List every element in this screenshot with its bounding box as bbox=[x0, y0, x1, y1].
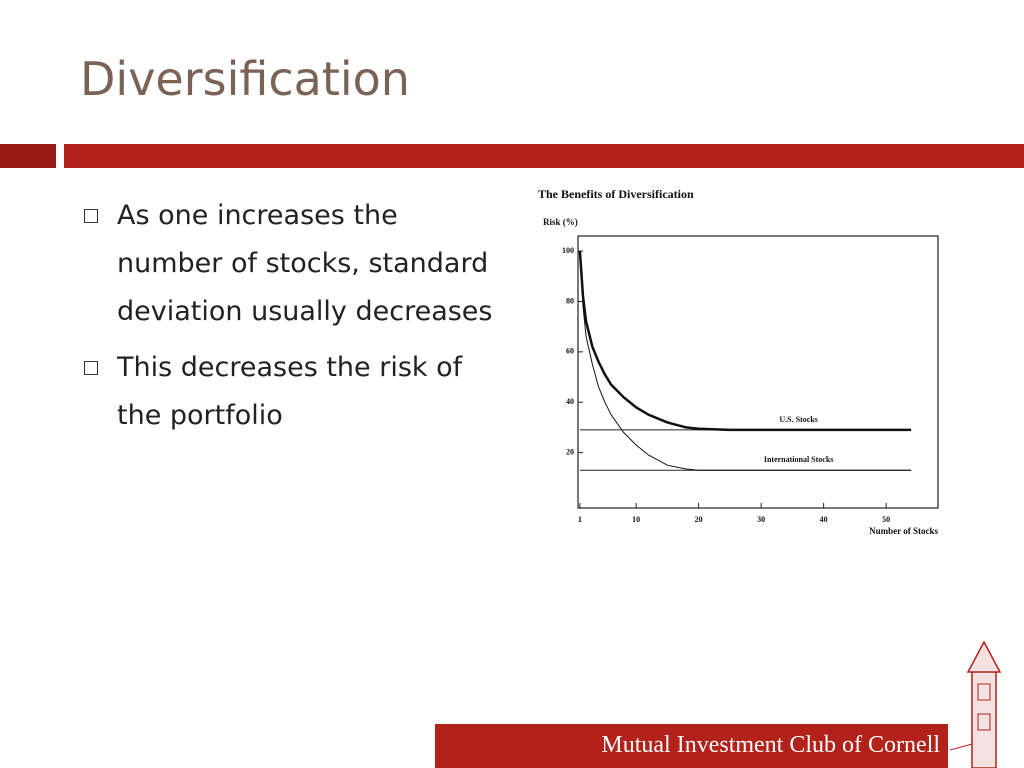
y-tick-label: 20 bbox=[566, 447, 574, 456]
logo bbox=[950, 640, 1002, 768]
chart: The Benefits of Diversification Risk (%) N… bbox=[538, 187, 939, 536]
x-tick-label: 1 bbox=[578, 515, 582, 524]
chart-title: The Benefits of Diversification bbox=[538, 187, 694, 201]
x-axis-label: Number of Stocks bbox=[869, 526, 938, 536]
y-tick-label: 40 bbox=[566, 397, 574, 406]
bullet: This decreases the risk of the portfolio bbox=[80, 344, 500, 440]
x-tick-label: 30 bbox=[757, 515, 765, 524]
bullet-list: As one increases the number of stocks, s… bbox=[80, 192, 500, 448]
x-tick-label: 40 bbox=[820, 515, 828, 524]
y-axis-label: Risk (%) bbox=[543, 217, 578, 227]
bullet-text: This decreases the risk of the portfolio bbox=[117, 352, 463, 431]
series-line bbox=[579, 251, 912, 471]
footer-text: Mutual Investment Club of Cornell bbox=[601, 732, 940, 758]
accent-band bbox=[64, 144, 1024, 168]
footer-bar: Mutual Investment Club of Cornell bbox=[435, 724, 948, 768]
slide-title: Diversification bbox=[80, 52, 410, 106]
x-tick-label: 20 bbox=[695, 515, 703, 524]
y-tick-label: 60 bbox=[566, 347, 574, 356]
accent-band bbox=[0, 144, 56, 168]
x-tick-label: 10 bbox=[632, 515, 640, 524]
bullet-text: As one increases the number of stocks, s… bbox=[117, 200, 493, 327]
series-label: International Stocks bbox=[764, 455, 834, 464]
y-tick-label: 100 bbox=[562, 246, 574, 255]
plot-frame bbox=[577, 235, 939, 509]
series-label: U.S. Stocks bbox=[779, 415, 817, 424]
series-line bbox=[578, 251, 912, 432]
bullet: As one increases the number of stocks, s… bbox=[80, 192, 500, 336]
y-tick-label: 80 bbox=[566, 296, 574, 305]
x-tick-label: 50 bbox=[882, 515, 890, 524]
